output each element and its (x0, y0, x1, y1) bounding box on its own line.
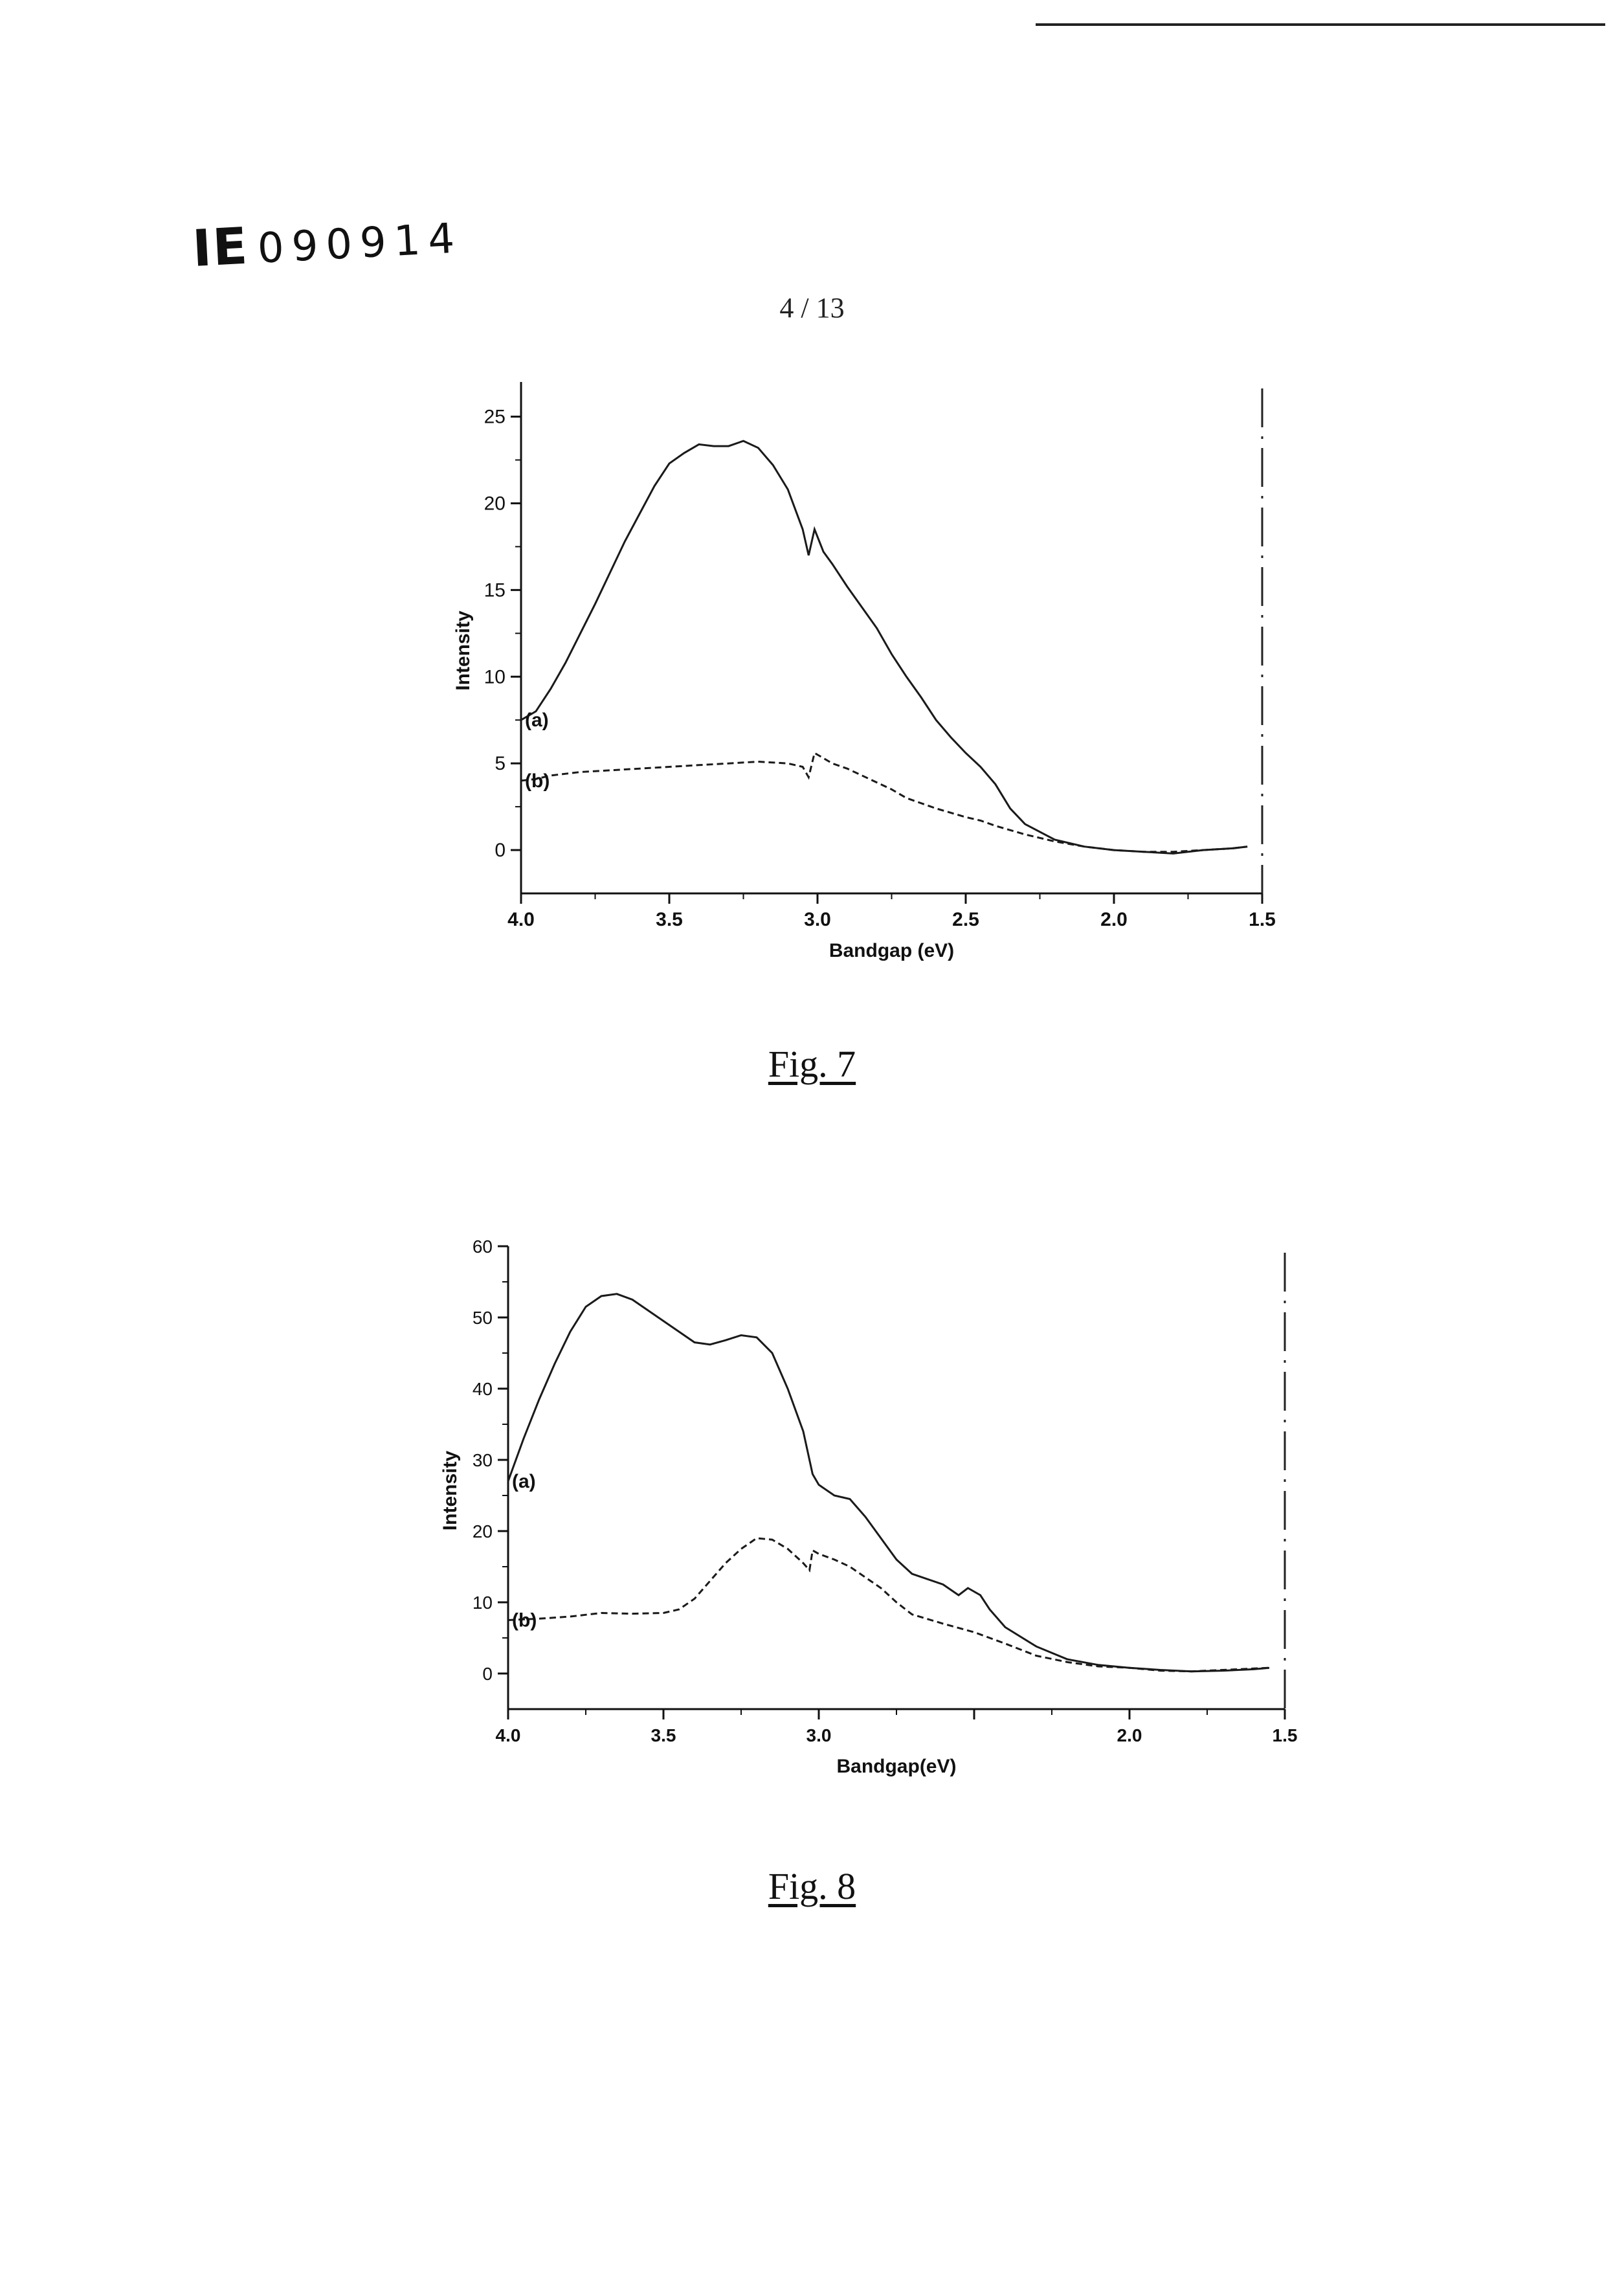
fig8-series-a-label: (a) (512, 1471, 536, 1492)
fig8-y-tick-label: 10 (473, 1593, 493, 1613)
fig8-x-tick-label: 2.0 (1117, 1725, 1142, 1745)
fig8-series-a-line (508, 1294, 1269, 1672)
fig8-x-tick-label: 4.0 (496, 1725, 521, 1745)
fig8-y-tick-label: 60 (473, 1237, 493, 1257)
fig8-y-tick-label: 30 (473, 1450, 493, 1470)
fig8-y-tick-label: 40 (473, 1379, 493, 1399)
fig8-y-tick-label: 20 (473, 1521, 493, 1541)
fig8-series-b-label: (b) (512, 1610, 537, 1631)
fig8-series-b-line (508, 1538, 1269, 1672)
fig-8-caption: Fig. 8 (0, 1864, 1624, 1908)
fig8-y-axis-label: Intensity (439, 1451, 461, 1531)
fig8-x-axis-label: Bandgap(eV) (836, 1756, 956, 1777)
fig8-y-tick-label: 50 (473, 1308, 493, 1328)
fig-7-caption: Fig. 7 (0, 1042, 1624, 1086)
fig8-y-tick-label: 0 (482, 1664, 493, 1684)
fig8-x-tick-label: 3.0 (806, 1725, 832, 1745)
fig8-x-tick-label: 3.5 (651, 1725, 676, 1745)
fig8-x-tick-label: 1.5 (1273, 1725, 1298, 1745)
